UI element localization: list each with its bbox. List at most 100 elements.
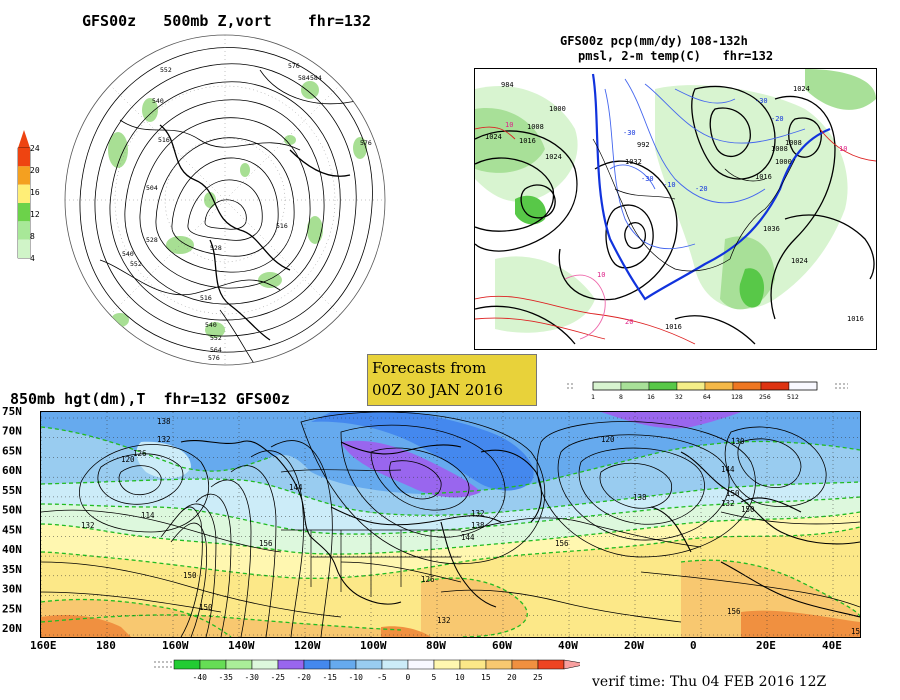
precip-color-swatch bbox=[732, 381, 762, 391]
height-label: 150 bbox=[183, 571, 197, 580]
latitude-tick: 65N bbox=[2, 444, 22, 457]
longitude-tick: 140W bbox=[228, 639, 255, 652]
contour-label: 552 bbox=[210, 334, 222, 342]
pcp-pmsl-map: 984 1000 1008 1016 1024 992 1032 1024 1008 1016 10… bbox=[474, 68, 877, 350]
latitude-tick: 50N bbox=[2, 504, 22, 517]
vort-tick: 16 bbox=[30, 188, 40, 197]
polar-500mb-title: GFS00z 500mb Z,vort fhr=132 bbox=[82, 12, 371, 30]
precip-color-swatch bbox=[620, 381, 650, 391]
contour-label: 504 bbox=[146, 184, 158, 192]
height-label: 156 bbox=[727, 607, 741, 616]
temp-color-swatch bbox=[173, 659, 201, 670]
contour-label: 584 bbox=[310, 74, 322, 82]
contour-label: 576 bbox=[208, 354, 220, 362]
height-label: 130 bbox=[731, 437, 745, 446]
contour-label: 528 bbox=[210, 244, 222, 252]
850mb-temperature-map: 138 132 120 126 114 132 144 156 150 150 132 138 144 1… bbox=[40, 411, 861, 638]
longitude-tick: 0 bbox=[690, 639, 697, 652]
precip-tick: 64 bbox=[703, 393, 711, 401]
precip-tick: 16 bbox=[647, 393, 655, 401]
temp-contour-label: -20 bbox=[771, 115, 784, 123]
longitude-tick: 180 bbox=[96, 639, 116, 652]
height-label: 156 bbox=[851, 627, 860, 636]
pcp-title-line2: pmsl, 2-m temp(C) fhr=132 bbox=[578, 49, 774, 63]
precip-tick: 512 bbox=[787, 393, 799, 401]
polar-500mb-map: 576 584 552 540 516 504 528 540 552 516 528 540 552 5… bbox=[60, 30, 390, 370]
temp-tick: -35 bbox=[219, 673, 234, 682]
latitude-tick: 45N bbox=[2, 523, 22, 536]
temp-color-swatch bbox=[563, 659, 589, 670]
vorticity-colorbar-ticks: 24 20 16 12 8 4 bbox=[30, 144, 50, 264]
precip-color-swatch bbox=[592, 381, 622, 391]
contour-label: 576 bbox=[360, 139, 372, 147]
vort-tick: 8 bbox=[30, 232, 35, 241]
temp-contour-label: -30 bbox=[623, 129, 636, 137]
forecast-date-stamp: Forecasts from 00Z 30 JAN 2016 bbox=[367, 354, 537, 406]
vort-color-swatch bbox=[18, 221, 30, 240]
temp-color-swatch bbox=[485, 659, 513, 670]
latitude-axis: 75N 70N 65N 60N 55N 50N 45N 40N 35N 30N 25N 20N bbox=[2, 405, 40, 640]
height-label: 138 bbox=[157, 417, 171, 426]
temp-contour-label: -30 bbox=[755, 97, 768, 105]
isobar-label: 1024 bbox=[793, 85, 810, 93]
850mb-title: 850mb hgt(dm),T fhr=132 GFS00z bbox=[10, 390, 290, 408]
height-label: 120 bbox=[601, 435, 615, 444]
isobar-label: 1008 bbox=[527, 123, 544, 131]
vort-color-swatch bbox=[18, 184, 30, 203]
height-label: 132 bbox=[721, 499, 735, 508]
longitude-tick: 40E bbox=[822, 639, 842, 652]
temp-color-swatch bbox=[537, 659, 565, 670]
temp-tick: -25 bbox=[271, 673, 286, 682]
height-label: 132 bbox=[471, 509, 485, 518]
height-label: 132 bbox=[81, 521, 95, 530]
stamp-line2: 00Z 30 JAN 2016 bbox=[372, 381, 504, 399]
vorticity-colorbar bbox=[14, 130, 36, 264]
height-label: 138 bbox=[471, 521, 485, 530]
temp-color-swatch bbox=[511, 659, 539, 670]
latitude-tick: 20N bbox=[2, 622, 22, 635]
temp-contour-label: -20 bbox=[695, 185, 708, 193]
contour-label: 552 bbox=[130, 260, 142, 268]
vort-tick: 12 bbox=[30, 210, 40, 219]
contour-label: 516 bbox=[158, 136, 170, 144]
precip-color-swatch bbox=[788, 381, 818, 391]
temp-color-swatch bbox=[459, 659, 487, 670]
temp-tick: 0 bbox=[406, 673, 411, 682]
temp-tick: -5 bbox=[377, 673, 387, 682]
latitude-tick: 25N bbox=[2, 602, 22, 615]
precip-tick: 128 bbox=[731, 393, 743, 401]
temp-tick: -40 bbox=[193, 673, 208, 682]
temp-tick: -10 bbox=[349, 673, 364, 682]
temp-color-swatch bbox=[329, 659, 357, 670]
latitude-tick: 40N bbox=[2, 543, 22, 556]
isobar-label: 1032 bbox=[625, 158, 642, 166]
latitude-tick: 35N bbox=[2, 563, 22, 576]
temp-color-swatch bbox=[303, 659, 331, 670]
isobar-label: 984 bbox=[501, 81, 514, 89]
temp-contour-label: 10 bbox=[505, 121, 513, 129]
vort-tick: 24 bbox=[30, 144, 40, 153]
height-label: 156 bbox=[555, 539, 569, 548]
contour-label: 540 bbox=[122, 250, 134, 258]
latitude-tick: 60N bbox=[2, 464, 22, 477]
verification-time: verif time: Thu 04 FEB 2016 12Z bbox=[592, 674, 827, 690]
height-label: 126 bbox=[133, 449, 147, 458]
contour-label: 528 bbox=[146, 236, 158, 244]
temp-tick: -30 bbox=[245, 673, 260, 682]
temp-tick: -15 bbox=[323, 673, 338, 682]
temp-contour-label: -10 bbox=[663, 181, 676, 189]
height-label: 150 bbox=[199, 603, 213, 612]
isobar-label: 1000 bbox=[549, 105, 566, 113]
height-label: 132 bbox=[437, 616, 451, 625]
temp-tick: 5 bbox=[432, 673, 437, 682]
precip-color-swatch bbox=[676, 381, 706, 391]
isobar-label: 1024 bbox=[791, 257, 808, 265]
temp-contour-label: 20 bbox=[625, 318, 633, 326]
precip-tick: 8 bbox=[619, 393, 623, 401]
temp-color-swatch bbox=[407, 659, 435, 670]
contour-label: 516 bbox=[276, 222, 288, 230]
temp-contour-label: -30 bbox=[641, 175, 654, 183]
contour-label: 540 bbox=[152, 97, 164, 105]
contour-label: 564 bbox=[210, 346, 222, 354]
temp-color-swatch bbox=[277, 659, 305, 670]
